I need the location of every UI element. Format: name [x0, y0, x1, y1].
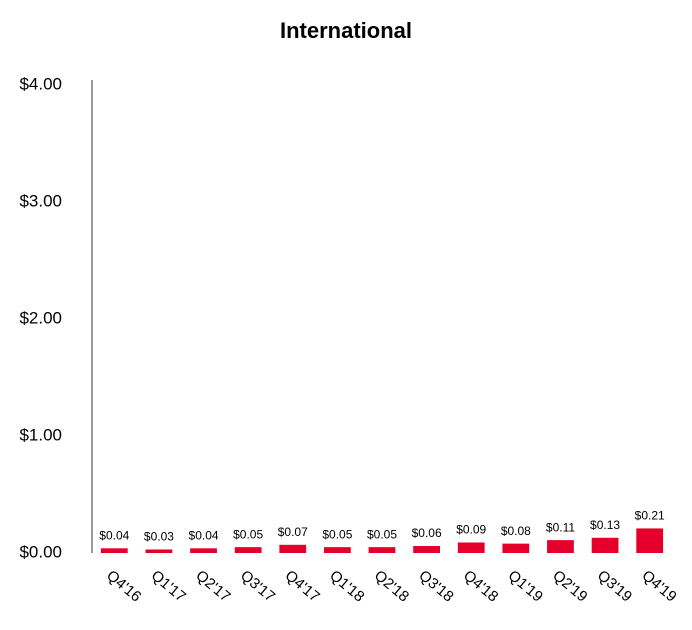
value-label: $0.06: [412, 526, 442, 540]
y-tick-label: $3.00: [19, 191, 62, 210]
y-tick-label: $2.00: [19, 308, 62, 327]
bar: [100, 548, 128, 553]
x-tick-label: Q3'17: [237, 567, 278, 605]
x-tick-label: Q4'17: [282, 567, 323, 605]
x-tick-label: Q2'17: [192, 567, 233, 605]
value-label: $0.11: [546, 520, 575, 534]
chart-title: International: [280, 18, 412, 43]
value-label: $0.05: [367, 527, 397, 541]
value-label: $0.04: [189, 528, 219, 542]
value-label: $0.13: [590, 518, 620, 532]
x-tick-label: Q1'17: [148, 567, 189, 605]
bar: [636, 528, 664, 553]
bar: [502, 543, 530, 553]
bar: [591, 537, 619, 553]
bar: [234, 547, 262, 553]
y-tick-label: $4.00: [19, 74, 62, 93]
bar: [324, 547, 351, 553]
x-tick-label: Q4'18: [460, 567, 501, 605]
x-tick-label: Q3'18: [415, 567, 456, 605]
value-label: $0.03: [144, 530, 174, 544]
bar: [190, 548, 217, 553]
value-label: $0.05: [233, 527, 263, 541]
bar: [547, 540, 574, 553]
y-tick-label: $1.00: [19, 425, 62, 444]
value-label: $0.07: [278, 525, 308, 539]
x-tick-label: Q4'19: [639, 567, 680, 605]
bar: [457, 542, 485, 553]
x-tick-label: Q2'19: [549, 567, 590, 605]
value-label: $0.05: [322, 527, 352, 541]
bar: [413, 545, 440, 553]
value-label: $0.04: [99, 528, 129, 542]
bar: [279, 544, 307, 553]
bar: [368, 547, 396, 553]
x-tick-label: Q3'19: [594, 567, 635, 605]
bar: [145, 549, 173, 553]
x-tick-label: Q1'19: [505, 567, 546, 605]
value-label: $0.21: [635, 509, 665, 523]
y-tick-label: $0.00: [19, 542, 62, 561]
value-label: $0.08: [501, 524, 531, 538]
x-tick-label: Q2'18: [371, 567, 412, 605]
value-label: $0.09: [456, 523, 486, 537]
x-tick-label: Q1'18: [326, 567, 367, 605]
x-tick-label: Q4'16: [103, 567, 144, 605]
